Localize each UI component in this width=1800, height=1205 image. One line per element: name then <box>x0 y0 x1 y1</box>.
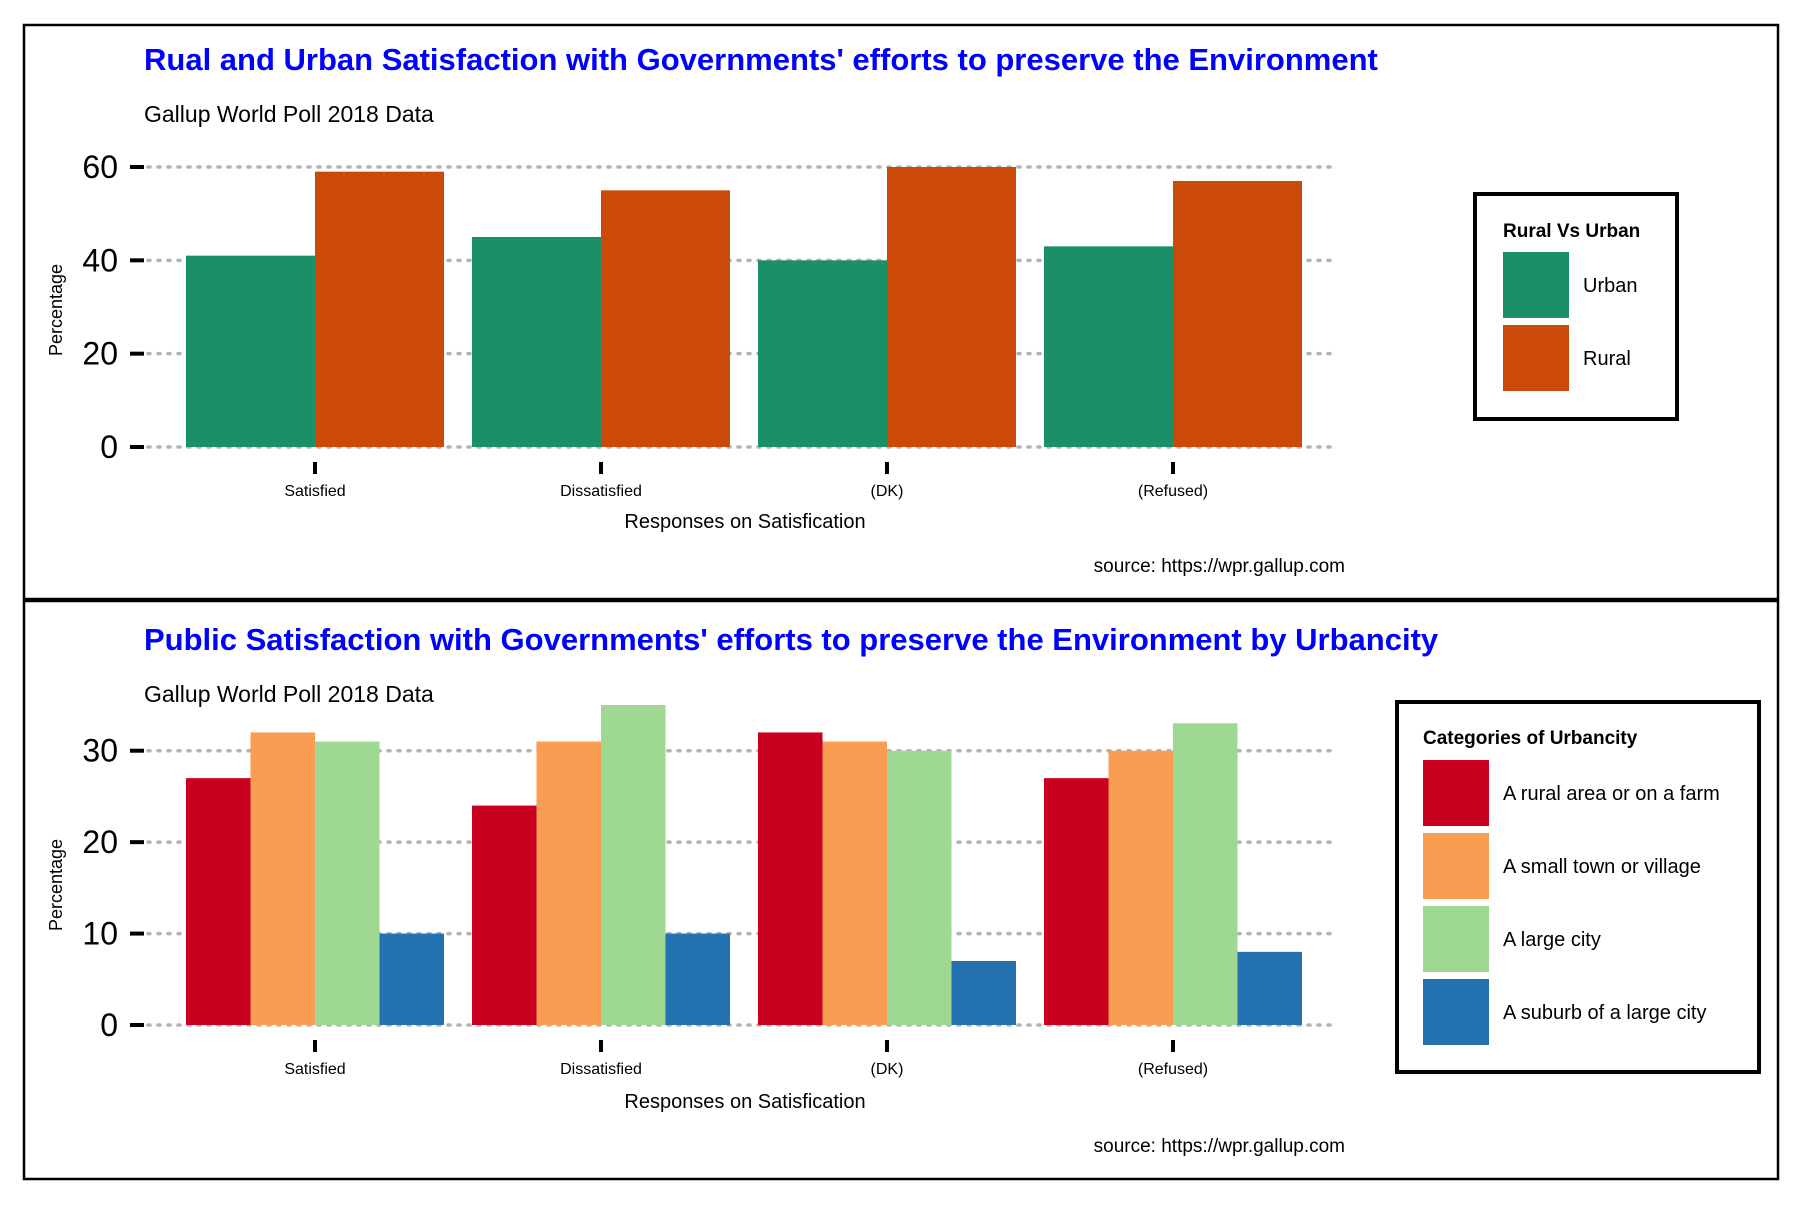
y-axis-label: Percentage <box>46 264 66 356</box>
y-tick-label: 20 <box>82 336 118 372</box>
bar <box>315 171 444 447</box>
y-axis: 0 10 20 30 <box>82 733 144 1043</box>
y-tick-label: 40 <box>82 242 118 278</box>
bar <box>472 805 537 1025</box>
legend-title: Categories of Urbancity <box>1423 728 1638 749</box>
bar <box>758 732 823 1025</box>
x-tick-label: Dissatisfied <box>560 1061 642 1078</box>
bar <box>536 741 601 1025</box>
panel-urbancity: Public Satisfaction with Governments' ef… <box>22 599 1780 1181</box>
y-tick-label: 0 <box>100 429 118 465</box>
legend-swatch <box>1423 906 1489 972</box>
bar <box>758 260 887 447</box>
legend: Categories of Urbancity A rural area or … <box>1395 700 1761 1074</box>
legend-label: A suburb of a large city <box>1503 1002 1706 1024</box>
bar <box>1173 723 1238 1025</box>
x-tick-label: (DK) <box>871 1061 904 1078</box>
legend-items: A rural area or on a farm A small town or… <box>1423 760 1720 1045</box>
x-tick-label: (Refused) <box>1138 483 1208 500</box>
bars <box>186 705 1302 1025</box>
bars <box>186 167 1302 448</box>
y-tick-label: 30 <box>82 733 118 769</box>
legend-items: Urban Rural <box>1503 252 1637 391</box>
x-tick-label: (Refused) <box>1138 1061 1208 1078</box>
bar <box>315 741 380 1025</box>
x-axis-label: Responses on Satisfication <box>624 511 865 533</box>
legend-swatch <box>1423 979 1489 1045</box>
x-tick-label: (DK) <box>871 483 904 500</box>
x-axis-label: Responses on Satisfication <box>624 1091 865 1113</box>
bar <box>665 933 730 1025</box>
legend-label: A small town or village <box>1503 856 1701 878</box>
bar <box>250 732 315 1025</box>
bar <box>1044 246 1173 447</box>
y-axis-label: Percentage <box>46 839 66 931</box>
y-tick-label: 60 <box>82 149 118 185</box>
legend-swatch <box>1503 325 1569 391</box>
legend: Rural Vs Urban Urban Rural <box>1473 192 1679 421</box>
legend-title: Rural Vs Urban <box>1503 221 1640 242</box>
y-tick-label: 10 <box>82 916 118 952</box>
legend-label: A rural area or on a farm <box>1503 783 1720 805</box>
bar <box>822 741 887 1025</box>
bar <box>186 255 315 447</box>
bar <box>472 237 601 447</box>
chart-title: Rual and Urban Satisfaction with Governm… <box>144 42 1378 77</box>
bar <box>601 190 730 448</box>
x-axis: Satisfied Dissatisfied (DK) (Refused) <box>284 1040 1208 1078</box>
x-tick-label: Satisfied <box>284 483 345 500</box>
chart-title: Public Satisfaction with Governments' ef… <box>144 622 1439 657</box>
legend-swatch <box>1423 833 1489 899</box>
bar <box>1108 750 1173 1025</box>
bar <box>601 705 666 1025</box>
legend-label: A large city <box>1503 929 1601 951</box>
bar <box>379 933 444 1025</box>
chart-subtitle: Gallup World Poll 2018 Data <box>144 101 434 127</box>
legend-label: Urban <box>1583 275 1637 297</box>
legend-swatch <box>1423 760 1489 826</box>
source-note: source: https://wpr.gallup.com <box>1094 556 1345 577</box>
chart-subtitle: Gallup World Poll 2018 Data <box>144 681 434 707</box>
x-tick-label: Satisfied <box>284 1061 345 1078</box>
legend-swatch <box>1503 252 1569 318</box>
y-tick-label: 20 <box>82 824 118 860</box>
panel-border <box>22 599 1780 1181</box>
source-note: source: https://wpr.gallup.com <box>1094 1136 1345 1157</box>
bar <box>951 961 1016 1025</box>
panel-rural-urban: Rual and Urban Satisfaction with Governm… <box>22 23 1780 601</box>
bar <box>1237 951 1302 1025</box>
bar <box>1173 181 1302 447</box>
panel-border <box>22 23 1780 601</box>
bar <box>186 778 251 1025</box>
legend-label: Rural <box>1583 348 1631 370</box>
bar <box>887 167 1016 447</box>
x-axis: Satisfied Dissatisfied (DK) (Refused) <box>284 462 1208 500</box>
bar <box>887 750 952 1025</box>
y-tick-label: 0 <box>100 1007 118 1043</box>
bar <box>1044 778 1109 1025</box>
y-axis: 0 20 40 60 <box>82 149 144 465</box>
x-tick-label: Dissatisfied <box>560 483 642 500</box>
